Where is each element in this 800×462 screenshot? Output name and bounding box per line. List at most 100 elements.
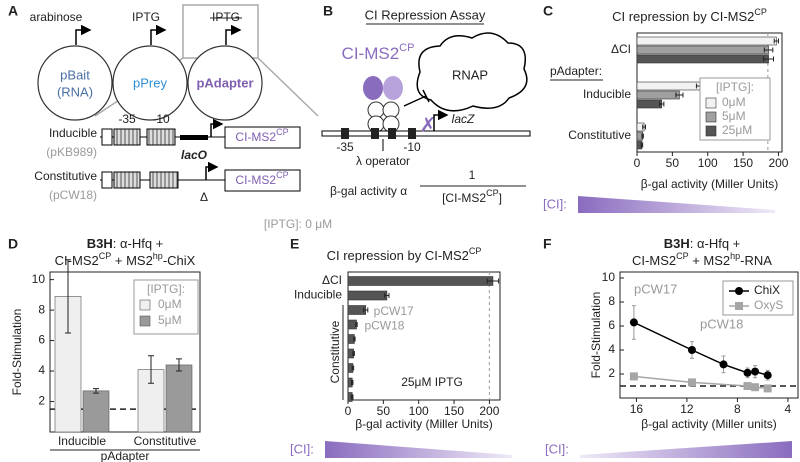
scale-wedge	[578, 196, 775, 213]
plot-frame	[619, 271, 799, 399]
protein	[363, 76, 383, 100]
legend-title: [IPTG]:	[716, 80, 754, 94]
bar	[82, 390, 110, 433]
x-tick-label: 4	[785, 402, 792, 416]
x-tick-label: 50	[666, 156, 680, 170]
scale-label: [CI]:	[543, 196, 567, 211]
chart-title-part: + MS2	[689, 253, 731, 268]
point	[719, 360, 728, 369]
box	[371, 128, 379, 139]
box-35	[113, 128, 141, 146]
legend-swatch	[139, 299, 151, 311]
chart-title-part: + MS2	[111, 253, 153, 268]
x-tick-label: 50	[377, 404, 391, 418]
promoter-arrow	[75, 24, 92, 45]
error-bar	[353, 336, 356, 342]
error-bar	[773, 38, 779, 44]
error-bar	[486, 278, 500, 284]
chart-title: B3H: α-Hfq +	[664, 236, 741, 251]
rnap	[416, 32, 528, 112]
chart-title-part: CP	[676, 251, 689, 261]
bar	[636, 45, 769, 55]
promoter-arrow	[150, 24, 167, 45]
protein-part: CP	[399, 42, 414, 54]
box	[101, 128, 113, 146]
chart-title-part: B3H	[87, 236, 113, 251]
x-tick-label: 16	[630, 402, 644, 416]
point	[743, 368, 752, 377]
plasmid	[37, 45, 113, 121]
denominator-part: [CI-MS2	[442, 191, 486, 205]
equation: β-gal activity α	[330, 184, 407, 198]
promoter-arrow	[205, 161, 219, 180]
point	[751, 383, 760, 392]
plasmid	[112, 45, 188, 121]
block-mark: ✗	[420, 114, 437, 136]
diagram-b: CI Repression Assay CI-MS2CP RNAP ✗ lacZ…	[321, 7, 531, 205]
legend-label: 0μM	[158, 297, 182, 311]
point	[763, 384, 772, 393]
chart-title-part: CI repression by CI-MS2	[612, 9, 754, 24]
promoter-label: -10	[403, 140, 421, 154]
legend-label: OxyS	[754, 298, 783, 312]
diagram-a: arabinose IPTG IPTG pBait (RNA) pPrey pA…	[30, 4, 332, 231]
chart-title-part: : α-Hfq +	[690, 236, 741, 251]
point	[629, 372, 638, 381]
bar	[636, 99, 663, 109]
error-bar	[65, 259, 71, 334]
denominator-part: ]	[499, 191, 502, 205]
bar	[636, 90, 680, 100]
chart-title-part: -RNA	[740, 253, 772, 268]
gene-box	[224, 169, 301, 192]
inducer: IPTG	[212, 10, 240, 24]
x-tick-label: 0	[634, 156, 641, 170]
scale-wedge	[325, 441, 512, 458]
legend-box	[722, 280, 794, 316]
legend-title: [IPTG]:	[147, 282, 185, 296]
chart-title-part: CP	[469, 246, 482, 256]
legend-swatch	[139, 315, 151, 327]
y-axis-label: Fold-Stimulation	[589, 292, 603, 379]
error-bar	[641, 133, 644, 139]
chart-title-part: B3H	[664, 236, 690, 251]
legend-label: 25μM	[722, 123, 752, 137]
chart-title: CI repression by CI-MS2CP	[612, 7, 767, 24]
bar	[636, 36, 777, 46]
assay-title: CI Repression Assay	[365, 7, 486, 22]
point	[687, 346, 696, 354]
panel-label: B	[323, 3, 333, 19]
panel-label: D	[8, 236, 18, 252]
point	[743, 382, 752, 390]
legend-label: ChiX	[754, 283, 780, 297]
inducer: IPTG	[132, 10, 160, 24]
y-tick-label: 8	[38, 302, 45, 316]
error-bar	[93, 388, 99, 394]
group-heading: pAdapter:	[550, 64, 602, 78]
chart-title-part: CP	[754, 7, 767, 17]
error-bar	[640, 142, 644, 148]
numerator: 1	[469, 168, 476, 182]
legend-swatch	[705, 97, 717, 109]
group-label: Constitutive	[328, 320, 342, 383]
protein-label: CI-MS2CP	[342, 42, 415, 64]
protein-part: CI-MS2	[342, 44, 400, 63]
category-label: Constitutive	[568, 128, 631, 142]
error-bar	[148, 355, 154, 384]
panel-label: C	[543, 3, 553, 19]
protein	[383, 76, 403, 100]
construct-name: Constitutive	[34, 169, 97, 183]
zoom-line	[257, 57, 319, 117]
x-tick-label: 200	[479, 404, 499, 418]
error-bar	[642, 124, 646, 130]
x-axis-label: β-gal activity (Miller Units)	[641, 177, 779, 191]
gene-part: CP	[276, 170, 289, 180]
error-bar	[355, 322, 358, 327]
inhibition	[403, 95, 427, 107]
chart-title: CI repression by CI-MS2CP	[327, 246, 482, 263]
error-bar	[176, 358, 182, 372]
gene-part: CP	[276, 127, 289, 137]
point	[763, 371, 772, 380]
bar	[347, 319, 357, 330]
chart-title-part: hp	[730, 251, 740, 261]
